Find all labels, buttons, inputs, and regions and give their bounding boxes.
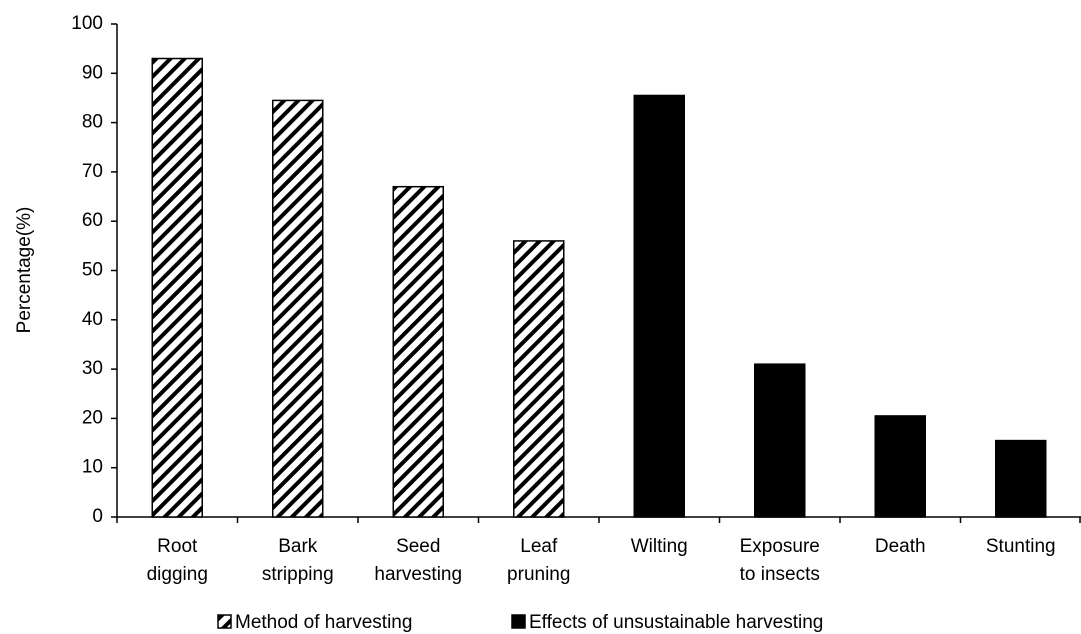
legend-swatch <box>217 614 232 629</box>
legend-swatch <box>511 614 526 629</box>
bar <box>874 415 926 518</box>
x-tick-label: to insects <box>740 564 820 585</box>
y-tick-label: 30 <box>82 358 103 379</box>
bar <box>995 439 1047 518</box>
legend-label: Method of harvesting <box>235 612 412 633</box>
x-tick-label: digging <box>147 564 208 585</box>
bar <box>633 94 685 518</box>
bar <box>151 57 203 518</box>
legend-label: Effects of unsustainable harvesting <box>529 612 823 633</box>
x-tick-label: Wilting <box>631 536 688 557</box>
y-axis-label: Percentage(%) <box>14 207 35 334</box>
x-tick-label: Seed <box>396 536 440 557</box>
x-tick-label: Root <box>157 536 198 557</box>
y-tick-label: 60 <box>82 210 103 231</box>
bar <box>754 363 806 518</box>
y-tick-label: 20 <box>82 407 103 428</box>
bar <box>272 99 324 518</box>
y-tick-label: 50 <box>82 260 103 281</box>
x-tick-label: pruning <box>507 564 570 585</box>
y-tick-label: 70 <box>82 161 103 182</box>
x-tick-label: Bark <box>278 536 318 557</box>
bar <box>392 185 444 518</box>
y-tick-label: 10 <box>82 457 103 478</box>
y-tick-label: 40 <box>82 309 103 330</box>
x-tick-label: harvesting <box>374 564 462 585</box>
y-tick-label: 100 <box>71 13 103 34</box>
x-tick-label: Exposure <box>740 536 820 557</box>
y-tick-label: 90 <box>82 62 103 83</box>
y-tick-label: 0 <box>92 506 103 527</box>
x-tick-label: Stunting <box>986 536 1056 557</box>
y-tick-label: 80 <box>82 112 103 133</box>
bar <box>513 240 565 518</box>
x-tick-label: Leaf <box>520 536 558 557</box>
x-tick-label: stripping <box>262 564 334 585</box>
x-tick-label: Death <box>875 536 926 557</box>
